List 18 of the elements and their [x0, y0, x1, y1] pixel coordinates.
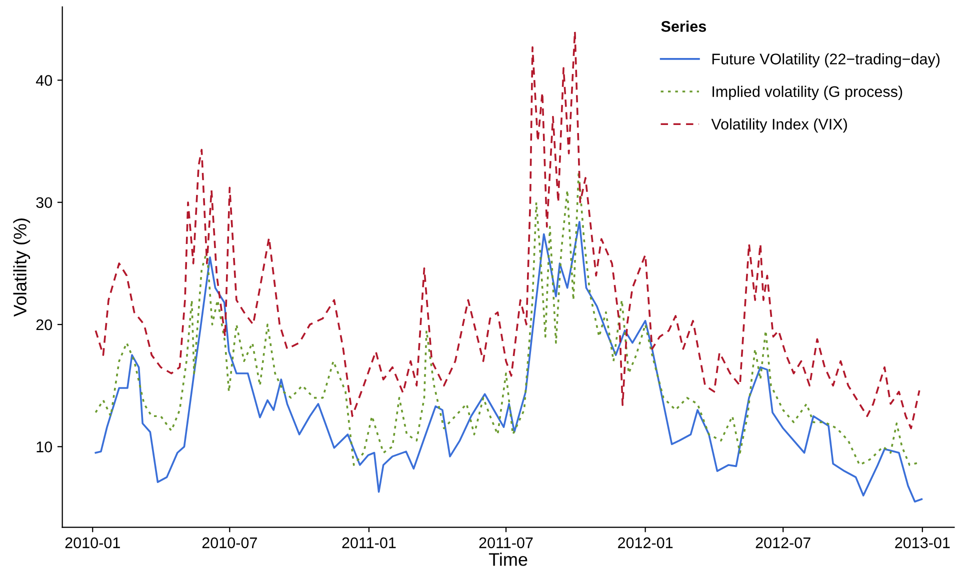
- y-tick-label: 20: [36, 319, 52, 330]
- x-tick-label: 2010-01: [65, 537, 120, 548]
- x-tick-label: 2013-01: [895, 537, 950, 548]
- x-tick-label: 2012-01: [618, 537, 673, 548]
- x-tick-label: 2010-07: [202, 537, 257, 548]
- legend-label: Implied volatility (G process): [712, 86, 902, 100]
- legend-label: Future VOlatility (22−trading−day): [712, 53, 940, 68]
- y-tick-label: 10: [36, 442, 52, 452]
- y-tick-label: 30: [36, 197, 52, 208]
- x-axis-title: Time: [488, 552, 528, 566]
- x-tick-label: 2011-01: [342, 537, 396, 548]
- legend-label: Volatility Index (VIX): [711, 118, 847, 133]
- y-tick-label: 40: [36, 75, 52, 86]
- x-tick-label: 2011-07: [479, 537, 533, 548]
- line-series: [94, 220, 923, 503]
- y-axis-title: Volatility (%): [13, 218, 30, 317]
- x-tick-label: 2012-07: [756, 537, 810, 548]
- legend-title: Series: [661, 20, 706, 32]
